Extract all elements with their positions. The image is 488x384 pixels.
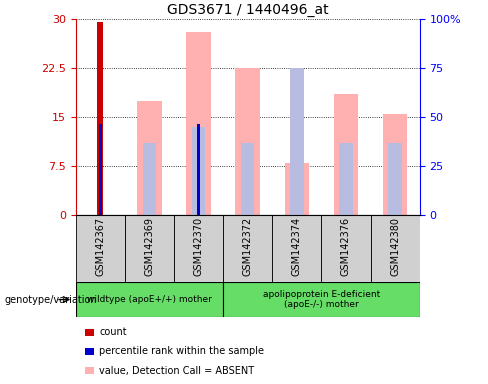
Text: GSM142369: GSM142369 [144,217,154,276]
Title: GDS3671 / 1440496_at: GDS3671 / 1440496_at [167,3,328,17]
Bar [272,215,322,282]
Bar [285,163,309,215]
Bar [197,124,200,215]
Bar [383,114,407,215]
Bar [235,68,260,215]
Bar [334,94,358,215]
Bar [223,282,420,317]
Bar [174,215,223,282]
Bar [339,143,353,215]
Text: wildtype (apoE+/+) mother: wildtype (apoE+/+) mother [87,295,212,304]
Bar [290,68,304,215]
Bar [76,282,223,317]
Text: GSM142372: GSM142372 [243,217,253,276]
Text: GSM142376: GSM142376 [341,217,351,276]
Bar [142,143,156,215]
Bar [241,143,254,215]
Bar [99,124,102,215]
Bar [223,215,272,282]
Bar [388,143,402,215]
Text: GSM142374: GSM142374 [292,217,302,276]
Text: value, Detection Call = ABSENT: value, Detection Call = ABSENT [99,366,254,376]
Bar [125,215,174,282]
Text: apolipoprotein E-deficient
(apoE-/-) mother: apolipoprotein E-deficient (apoE-/-) mot… [263,290,380,309]
Bar [97,23,103,215]
Text: GSM142380: GSM142380 [390,217,400,276]
Text: count: count [99,327,127,337]
Text: GSM142367: GSM142367 [95,217,105,276]
Text: GSM142370: GSM142370 [194,217,203,276]
Bar [370,215,420,282]
Bar [192,127,205,215]
Bar [186,32,211,215]
Bar [322,215,370,282]
Bar [137,101,162,215]
Bar [76,215,125,282]
Text: percentile rank within the sample: percentile rank within the sample [99,346,264,356]
Text: genotype/variation: genotype/variation [5,295,98,305]
